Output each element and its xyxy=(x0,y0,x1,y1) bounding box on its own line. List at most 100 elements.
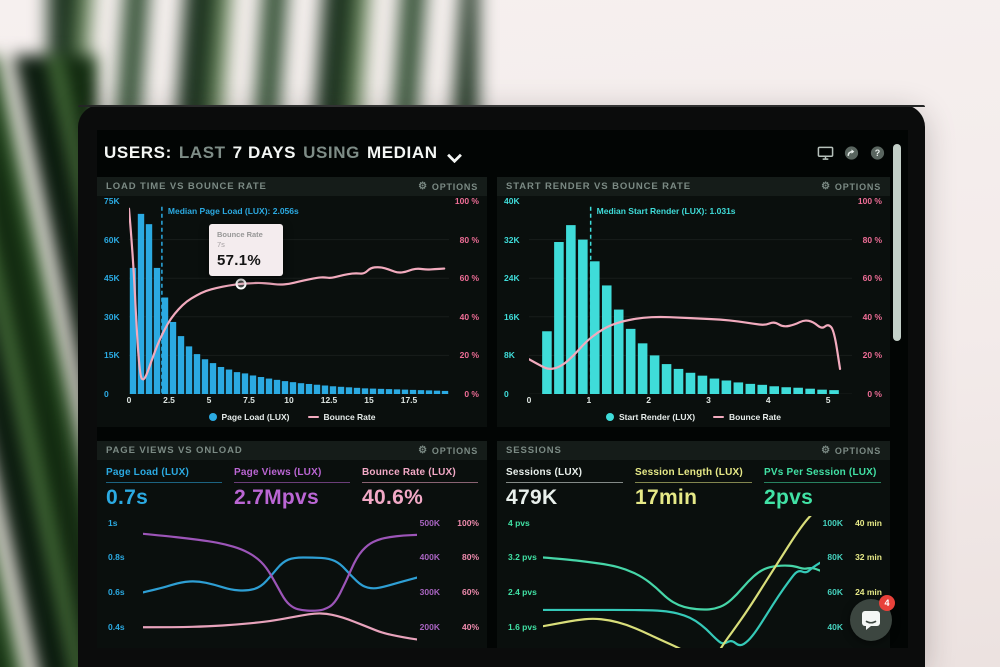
y-axis-left: 4 pvs 3.2 pvs 2.4 pvs 1.6 pvs xyxy=(497,516,543,648)
legend-item: Bounce Rate xyxy=(307,412,375,422)
options-button[interactable]: ⚙ OPTIONS xyxy=(418,180,478,192)
x-axis-tick: 5 xyxy=(825,395,831,405)
y-axis-tick: 40 % xyxy=(862,311,882,322)
panel-page-views-vs-onload: PAGE VIEWS VS ONLOAD ⚙ OPTIONS Page Load… xyxy=(97,441,487,648)
metric: Bounce Rate (LUX) 40.6% xyxy=(362,467,478,516)
panel-sessions: SESSIONS ⚙ OPTIONS Sessions (LUX) 479K Ses… xyxy=(497,441,890,648)
y-axis-tick: 80 % xyxy=(862,234,882,245)
page-title-part: 7 DAYS xyxy=(232,143,297,162)
metric-value: 2.7Mpvs xyxy=(234,486,319,509)
chart-canvas xyxy=(543,516,820,648)
header-icons: ? xyxy=(817,145,886,161)
x-axis-tick: 10 xyxy=(284,395,294,405)
y-axis-tick: 60% xyxy=(461,587,479,598)
scrollbar-thumb[interactable] xyxy=(893,144,901,341)
metric-label: Sessions (LUX) xyxy=(506,467,583,478)
y-axis-tick: 0 % xyxy=(464,389,479,399)
y-axis-left: 40K 32K 24K 16K 8K 0 xyxy=(497,196,529,399)
options-button[interactable]: ⚙ OPTIONS xyxy=(821,444,881,456)
metric-underline xyxy=(106,482,222,483)
y-axis-tick: 500K xyxy=(419,517,440,528)
panel-load-time-vs-bounce-rate: LOAD TIME VS BOUNCE RATE ⚙ OPTIONS 75K 60… xyxy=(97,177,487,427)
y-axis-tick: 0.4s xyxy=(108,622,125,633)
y-axis-tick: 40K xyxy=(827,622,843,633)
y-axis-tick: 15K xyxy=(104,350,120,361)
chart-plot xyxy=(543,516,820,648)
x-axis-tick: 2 xyxy=(646,395,651,405)
y-axis-tick: 80% xyxy=(461,552,479,563)
y-axis-tick: 0 % xyxy=(867,389,882,399)
panel-title: START RENDER VS BOUNCE RATE xyxy=(506,181,691,192)
chart-body: 4 pvs 3.2 pvs 2.4 pvs 1.6 pvs 100K 40 min 80K 3… xyxy=(497,516,890,648)
y-axis-tick: 45K xyxy=(104,273,120,284)
legend-swatch xyxy=(605,413,614,421)
y-axis-tick: 1s xyxy=(108,517,118,528)
legend-swatch xyxy=(307,415,319,419)
metric-label: Page Views (LUX) xyxy=(234,467,322,478)
metric-underline xyxy=(635,482,752,483)
gear-icon: ⚙ xyxy=(418,444,428,456)
chat-widget-button[interactable]: 4 xyxy=(850,595,895,641)
gear-icon: ⚙ xyxy=(821,444,831,456)
x-axis-tick: 15 xyxy=(364,395,374,405)
y-axis-tick: 32 min xyxy=(855,552,882,563)
dashboard-header: USERS: LAST 7 DAYS USING MEDIAN xyxy=(97,130,908,177)
tooltip-value: 57.1% xyxy=(217,252,262,270)
metric-underline xyxy=(234,482,350,483)
x-axis: 0 2.5 5 7.5 10 12.5 15 17.5 xyxy=(127,394,449,407)
y-axis-tick: 80K xyxy=(827,552,843,563)
x-axis-tick: 0 xyxy=(526,395,532,405)
metric-underline xyxy=(506,482,623,483)
x-axis-tick: 17.5 xyxy=(400,395,418,405)
page-title-part: USERS: xyxy=(104,143,172,162)
y-axis-tick: 100% xyxy=(457,517,479,528)
y-axis-tick: 40 min xyxy=(855,517,882,528)
legend-item: Start Render (LUX) xyxy=(605,412,695,422)
share-icon[interactable] xyxy=(843,145,860,161)
sessions-chart: 4 pvs 3.2 pvs 2.4 pvs 1.6 pvs 100K 40 min 80K 3… xyxy=(497,516,890,648)
chart-body: 75K 60K 45K 30K 15K 0 Median Page Load (LUX): … xyxy=(97,196,487,399)
options-button[interactable]: ⚙ OPTIONS xyxy=(418,444,478,456)
y-axis-tick: 32K xyxy=(504,234,520,245)
x-axis-tick: 1 xyxy=(586,395,592,405)
y-axis-tick: 24K xyxy=(504,273,520,284)
legend-label: Bounce Rate xyxy=(729,412,781,422)
chart-plot: Median Page Load (LUX): 2.056s Bounce Rat… xyxy=(129,201,449,394)
x-axis-tick: 7.5 xyxy=(243,395,255,405)
y-axis-tick: 300K xyxy=(419,587,440,598)
display-icon[interactable] xyxy=(817,145,834,161)
y-axis-tick: 0.6s xyxy=(108,587,125,598)
y-axis-tick: 3.2 pvs xyxy=(508,552,537,563)
page-title-dropdown[interactable]: USERS: LAST 7 DAYS USING MEDIAN xyxy=(104,143,462,164)
y-axis-right: 100 % 80 % 60 % 40 % 20 % 0 % xyxy=(449,196,487,399)
y-axis-tick: 20 % xyxy=(862,350,882,361)
y-axis-tick: 24 min xyxy=(855,587,882,598)
chart-plot xyxy=(143,516,417,648)
page-title-part: LAST xyxy=(178,143,226,162)
notification-badge: 4 xyxy=(879,595,895,611)
legend-label: Page Load (LUX) xyxy=(221,412,290,422)
y-axis-tick: 60 % xyxy=(459,273,479,284)
options-button[interactable]: ⚙ OPTIONS xyxy=(821,180,881,192)
chart-body: 40K 32K 24K 16K 8K 0 Median Start Render (LUX)… xyxy=(497,196,890,399)
median-annotation: Median Start Render (LUX): 1.031s xyxy=(596,206,736,216)
panels-grid: LOAD TIME VS BOUNCE RATE ⚙ OPTIONS 75K 60… xyxy=(97,177,890,648)
y-axis-tick: 2.4 pvs xyxy=(508,587,537,598)
panel-start-render-vs-bounce-rate: START RENDER VS BOUNCE RATE ⚙ OPTIONS 40… xyxy=(497,177,890,427)
y-axis-right-row: 60K 24 min xyxy=(820,587,882,597)
chart-legend: Start Render (LUX) Bounce Rate xyxy=(497,407,890,427)
y-axis-tick: 8K xyxy=(504,350,515,361)
metric-value: 17min xyxy=(635,486,698,509)
help-icon[interactable]: ? xyxy=(869,145,886,161)
load-time-chart: 75K 60K 45K 30K 15K 0 Median Page Load (LUX): … xyxy=(97,196,487,427)
legend-item: Page Load (LUX) xyxy=(208,412,290,422)
y-axis-tick: 80 % xyxy=(459,234,479,245)
y-axis-tick: 16K xyxy=(504,311,520,322)
chart-plot: Median Start Render (LUX): 1.031s xyxy=(529,201,852,394)
x-axis: 0 1 2 3 4 5 xyxy=(526,394,852,407)
panel-title: LOAD TIME VS BOUNCE RATE xyxy=(106,181,267,192)
legend-item: Bounce Rate xyxy=(713,412,781,422)
tooltip-subtitle: 7s xyxy=(217,240,225,250)
y-axis-right-row: 500K 100% xyxy=(417,518,479,528)
y-axis-tick: 40 % xyxy=(459,311,479,322)
